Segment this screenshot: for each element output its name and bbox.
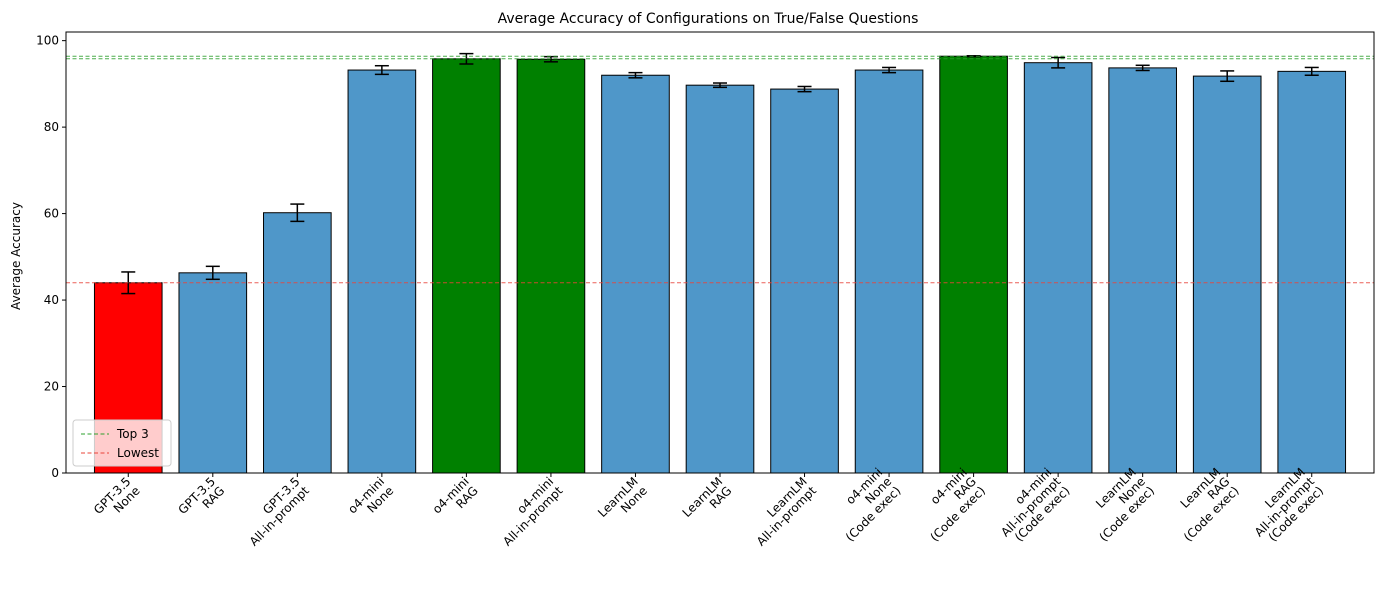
- bar: [685, 84, 755, 474]
- y-tick-label: 20: [44, 380, 59, 394]
- y-axis-title: Average Accuracy: [9, 202, 23, 310]
- x-tick-label: LearnLMNone(Code exec): [1078, 465, 1157, 544]
- bar: [432, 58, 501, 474]
- bar: [263, 212, 332, 474]
- x-tick-label: o4-miniNone: [345, 474, 396, 525]
- x-tick-label: LearnLMRAG(Code exec): [1163, 465, 1242, 544]
- legend-box: [72, 419, 172, 467]
- x-tick-label: LearnLMNone: [595, 474, 650, 529]
- x-tick-label: LearnLMAll-in-prompt: [745, 474, 820, 549]
- bar: [939, 55, 1008, 474]
- bar: [601, 74, 670, 474]
- y-tick-label: 60: [44, 207, 59, 221]
- legend-label: Lowest: [117, 446, 159, 460]
- x-tick-label: GPT-3.5All-in-prompt: [237, 474, 312, 549]
- bar: [1023, 62, 1093, 474]
- x-tick-label: o4-miniRAG(Code exec): [909, 465, 988, 544]
- bar: [347, 69, 417, 474]
- y-tick-label: 80: [44, 120, 59, 134]
- bar: [178, 272, 248, 474]
- bar: [854, 69, 924, 474]
- y-tick-label: 100: [36, 34, 59, 48]
- x-tick-label: GPT-3.5None: [91, 474, 143, 526]
- plot-area: 0 20 40 60 80 100 GPT-3.5None GPT-3.5RAG GPT-3.5…: [36, 31, 1375, 549]
- legend-label: Top 3: [116, 427, 149, 441]
- x-tick-label: o4-miniAll-in-prompt(Code exec): [989, 465, 1073, 549]
- x-tick-label: LearnLMRAG: [680, 474, 735, 529]
- x-tick-label: o4-miniRAG: [430, 474, 481, 525]
- x-tick-label: o4-miniAll-in-prompt: [491, 474, 566, 549]
- x-tick-label: o4-miniNone(Code exec): [824, 465, 903, 544]
- x-tick-label: LearnLMAll-in-prompt(Code exec): [1243, 465, 1327, 549]
- bar: [516, 58, 586, 474]
- chart-title: Average Accuracy of Configurations on Tr…: [498, 11, 919, 27]
- bar: [1108, 67, 1177, 474]
- x-tick-label: GPT-3.5RAG: [176, 474, 228, 526]
- y-tick-label: 40: [44, 293, 59, 307]
- legend: Top 3 Lowest: [72, 419, 172, 467]
- bar: [1192, 75, 1262, 474]
- y-tick-label: 0: [51, 466, 59, 480]
- bar: [770, 88, 839, 474]
- bar: [1277, 70, 1347, 474]
